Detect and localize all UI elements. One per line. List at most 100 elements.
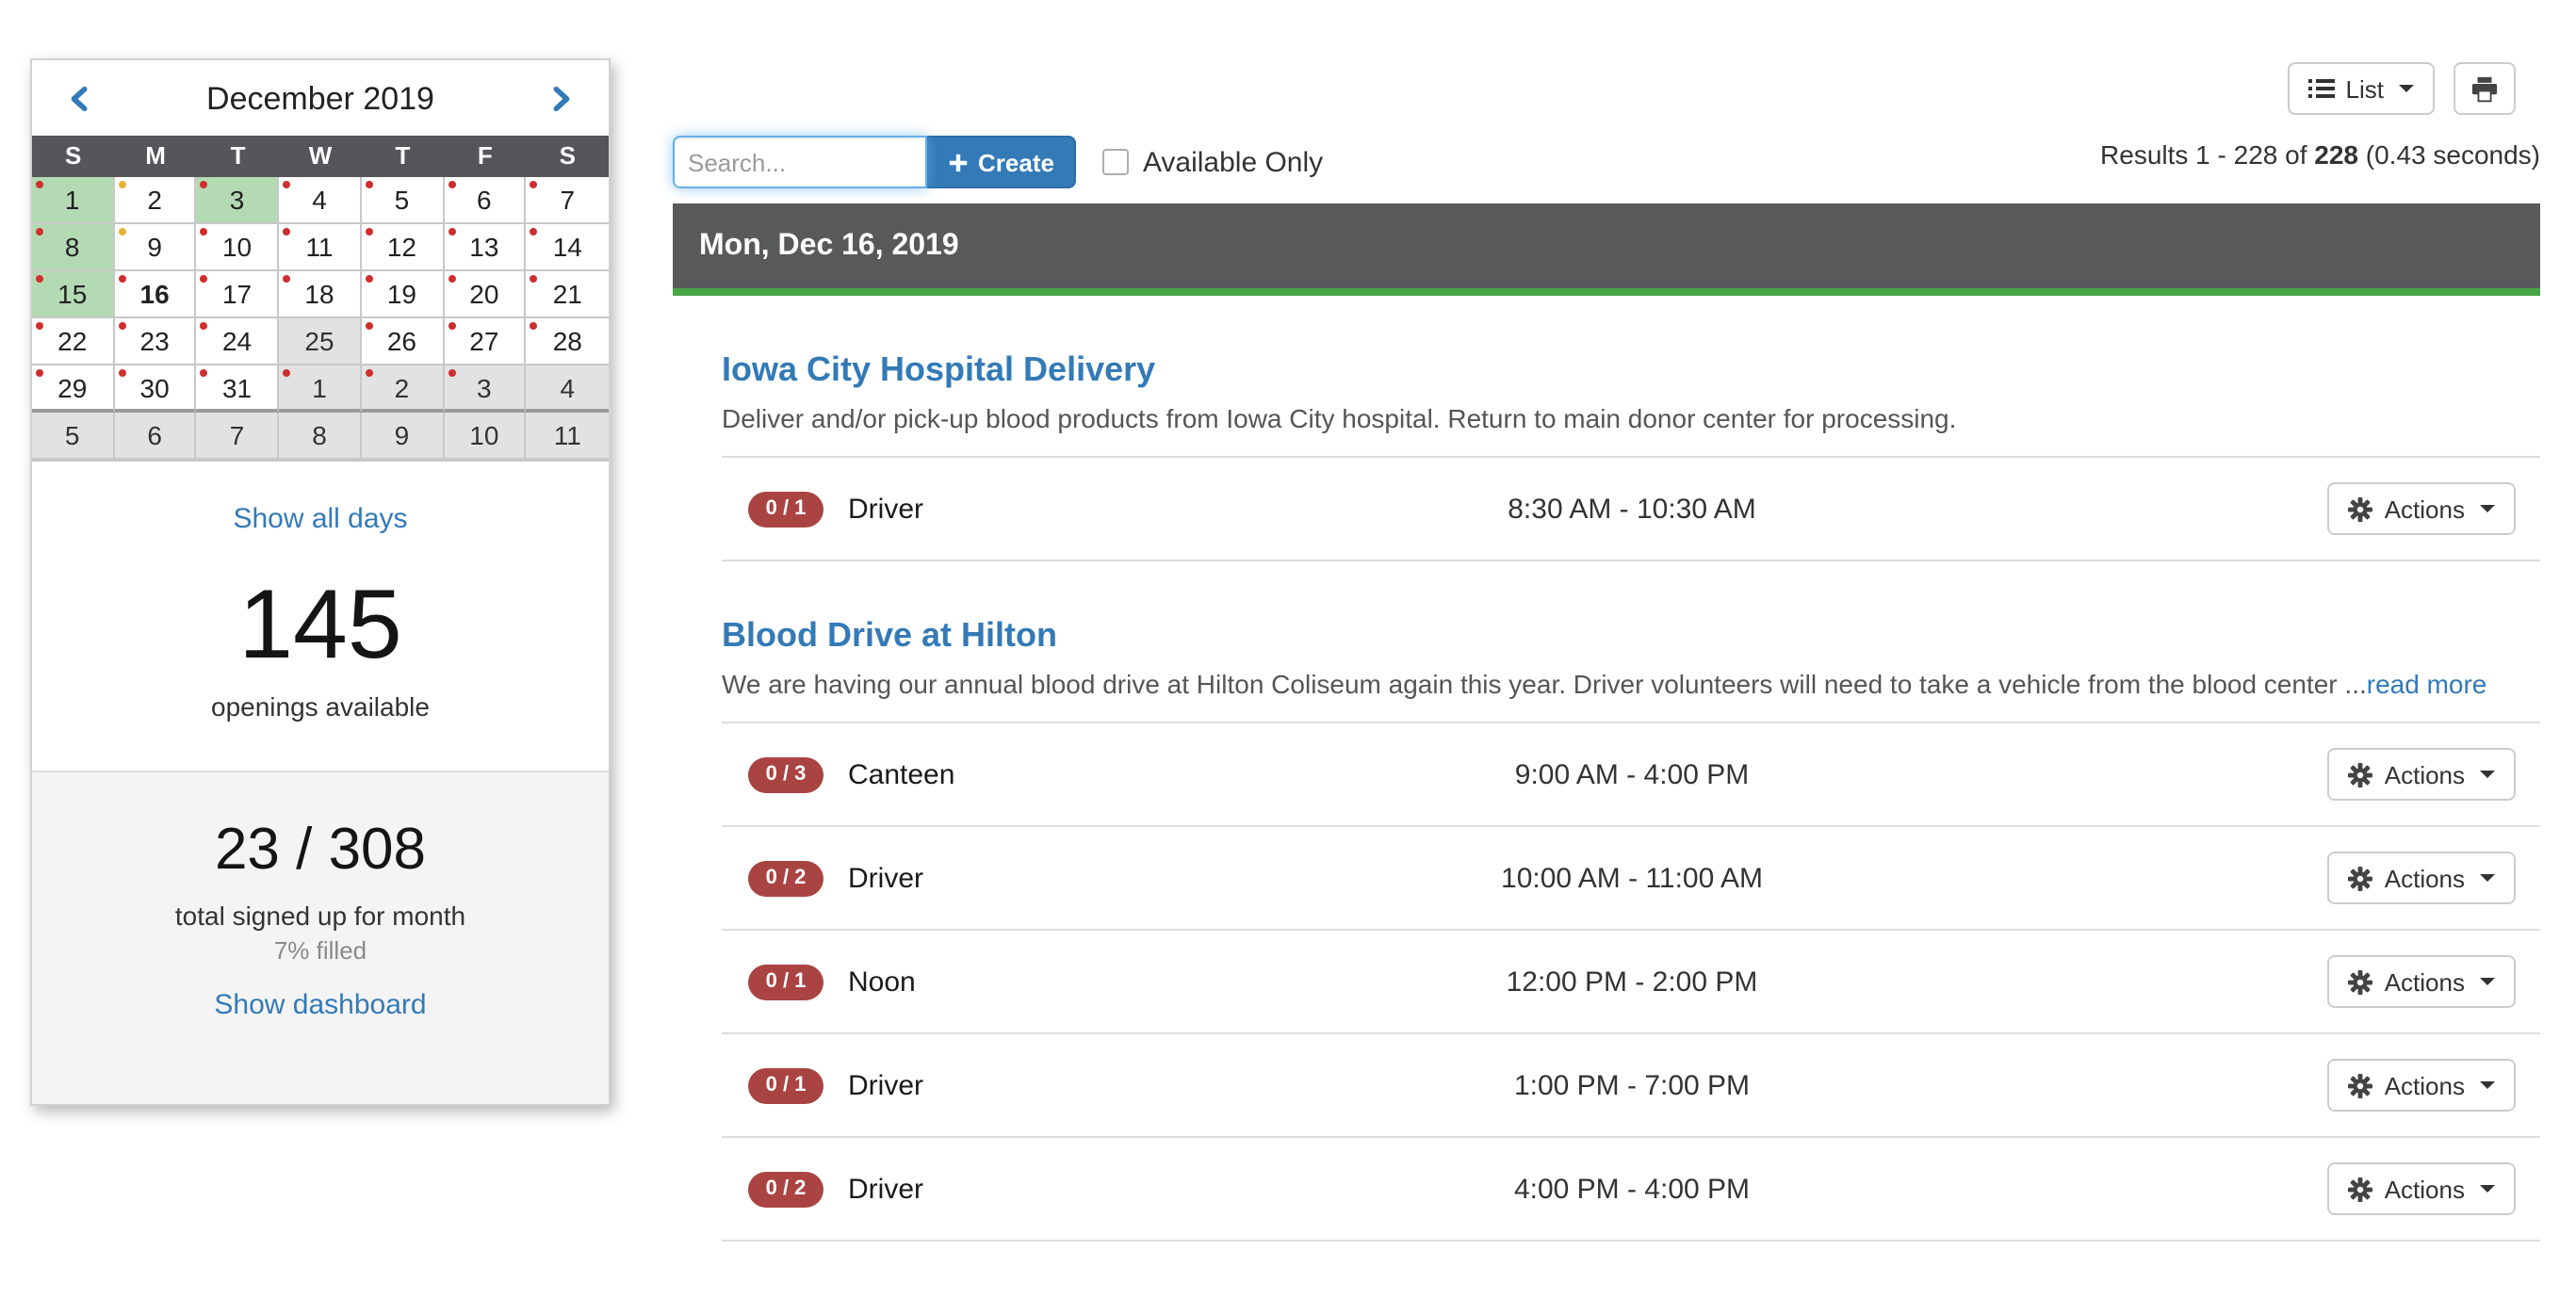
actions-button[interactable]: Actions — [2328, 1059, 2516, 1112]
shift-role-group: 0 / 2 Driver — [722, 1171, 1514, 1207]
calendar-day-27[interactable]: 27 — [444, 318, 526, 365]
actions-button[interactable]: Actions — [2328, 748, 2516, 801]
event-dots — [201, 228, 208, 235]
calendar-day-21[interactable]: 21 — [527, 271, 609, 318]
available-only-filter[interactable]: Available Only — [1103, 146, 1323, 178]
calendar-day-11[interactable]: 11 — [279, 224, 361, 271]
event-dots — [283, 228, 290, 235]
calendar-day-13[interactable]: 13 — [444, 224, 526, 271]
search-input[interactable] — [673, 136, 927, 188]
event-dots — [118, 181, 125, 188]
calendar-day-3[interactable]: 3 — [444, 365, 526, 413]
calendar-day-4[interactable]: 4 — [279, 177, 361, 224]
calendar-day-29[interactable]: 29 — [32, 365, 114, 413]
print-button[interactable] — [2454, 62, 2516, 115]
caret-down-icon — [2480, 978, 2495, 985]
event-description-text: Deliver and/or pick-up blood products fr… — [722, 403, 1956, 433]
calendar-day-3[interactable]: 3 — [197, 177, 279, 224]
shift-row: 0 / 1 Driver 1:00 PM - 7:00 PM — [722, 1034, 2540, 1138]
calendar-day-5[interactable]: 5 — [32, 413, 114, 460]
calendar-day-12[interactable]: 12 — [362, 224, 444, 271]
event-dots — [283, 369, 290, 377]
event-dots — [118, 369, 125, 377]
calendar-day-6[interactable]: 6 — [444, 177, 526, 224]
calendar-panel: December 2019 SMTWTFS 123456789101112131… — [30, 58, 611, 1106]
calendar-day-6[interactable]: 6 — [114, 413, 196, 460]
actions-button[interactable]: Actions — [2328, 482, 2516, 535]
calendar-day-10[interactable]: 10 — [444, 413, 526, 460]
shift-row: 0 / 1 Noon 12:00 PM - 2:00 PM — [722, 931, 2540, 1034]
openings-count: 145 — [32, 576, 609, 674]
actions-button[interactable]: Actions — [2328, 1162, 2516, 1215]
calendar-day-7[interactable]: 7 — [197, 413, 279, 460]
shift-time: 1:00 PM - 7:00 PM — [1514, 1069, 1750, 1101]
calendar-day-30[interactable]: 30 — [114, 365, 196, 413]
event-dots — [283, 275, 290, 283]
event-title-link[interactable]: Iowa City Hospital Delivery — [722, 349, 1155, 390]
event-dots — [283, 181, 290, 188]
event-title-link[interactable]: Blood Drive at Hilton — [722, 614, 1057, 656]
day-number: 28 — [553, 326, 582, 356]
available-only-checkbox[interactable] — [1103, 149, 1130, 175]
show-dashboard-link[interactable]: Show dashboard — [214, 989, 426, 1021]
calendar-day-22[interactable]: 22 — [32, 318, 114, 365]
red-event-dot-icon — [530, 275, 538, 283]
calendar-day-18[interactable]: 18 — [279, 271, 361, 318]
calendar-day-1[interactable]: 1 — [32, 177, 114, 224]
day-number: 14 — [553, 232, 582, 262]
calendar-day-20[interactable]: 20 — [444, 271, 526, 318]
red-event-dot-icon — [448, 228, 455, 235]
calendar-day-16[interactable]: 16 — [114, 271, 196, 318]
calendar-day-2[interactable]: 2 — [362, 365, 444, 413]
calendar-day-28[interactable]: 28 — [527, 318, 609, 365]
calendar-day-1[interactable]: 1 — [279, 365, 361, 413]
event-list: Iowa City Hospital Delivery Deliver and/… — [673, 349, 2540, 1242]
calendar-day-24[interactable]: 24 — [197, 318, 279, 365]
day-group-header: Mon, Dec 16, 2019 — [673, 203, 2540, 296]
day-number: 6 — [147, 420, 162, 450]
day-number: 16 — [140, 279, 170, 309]
prev-month-button[interactable] — [58, 79, 102, 119]
calendar-day-25[interactable]: 25 — [279, 318, 361, 365]
slots-filled-badge: 0 / 1 — [748, 964, 823, 999]
read-more-link[interactable]: read more — [2367, 669, 2487, 699]
calendar-day-11[interactable]: 11 — [527, 413, 609, 460]
calendar-day-17[interactable]: 17 — [197, 271, 279, 318]
calendar-day-4[interactable]: 4 — [527, 365, 609, 413]
red-event-dot-icon — [201, 181, 208, 188]
calendar-day-14[interactable]: 14 — [527, 224, 609, 271]
day-of-week-header: S — [527, 136, 609, 177]
shift-list: 0 / 3 Canteen 9:00 AM - 4:00 PM — [722, 722, 2540, 1242]
actions-button[interactable]: Actions — [2328, 955, 2516, 1008]
calendar-day-9[interactable]: 9 — [362, 413, 444, 460]
day-number: 11 — [554, 420, 581, 450]
calendar-day-2[interactable]: 2 — [114, 177, 196, 224]
slots-filled-badge: 0 / 1 — [748, 491, 823, 527]
calendar-day-15[interactable]: 15 — [32, 271, 114, 318]
red-event-dot-icon — [118, 322, 125, 330]
calendar-day-23[interactable]: 23 — [114, 318, 196, 365]
event-dots — [366, 181, 373, 188]
calendar-day-8[interactable]: 8 — [32, 224, 114, 271]
yellow-event-dot-icon — [118, 181, 125, 188]
view-mode-button[interactable]: List — [2288, 62, 2435, 115]
day-number: 18 — [304, 279, 334, 309]
calendar-day-10[interactable]: 10 — [197, 224, 279, 271]
next-month-button[interactable] — [539, 79, 582, 119]
actions-button[interactable]: Actions — [2328, 852, 2516, 904]
day-of-week-header: W — [279, 136, 361, 177]
calendar-day-8[interactable]: 8 — [279, 413, 361, 460]
calendar-day-9[interactable]: 9 — [114, 224, 196, 271]
calendar-day-5[interactable]: 5 — [362, 177, 444, 224]
create-button[interactable]: Create — [925, 136, 1077, 188]
event-dots — [530, 275, 538, 283]
view-mode-label: List — [2346, 74, 2384, 103]
day-number: 19 — [387, 279, 416, 309]
show-all-days-link[interactable]: Show all days — [233, 503, 407, 535]
calendar-day-31[interactable]: 31 — [197, 365, 279, 413]
role-label: Noon — [848, 966, 916, 998]
calendar-day-7[interactable]: 7 — [527, 177, 609, 224]
calendar-day-19[interactable]: 19 — [362, 271, 444, 318]
shift-role-group: 0 / 1 Noon — [722, 964, 1507, 999]
calendar-day-26[interactable]: 26 — [362, 318, 444, 365]
